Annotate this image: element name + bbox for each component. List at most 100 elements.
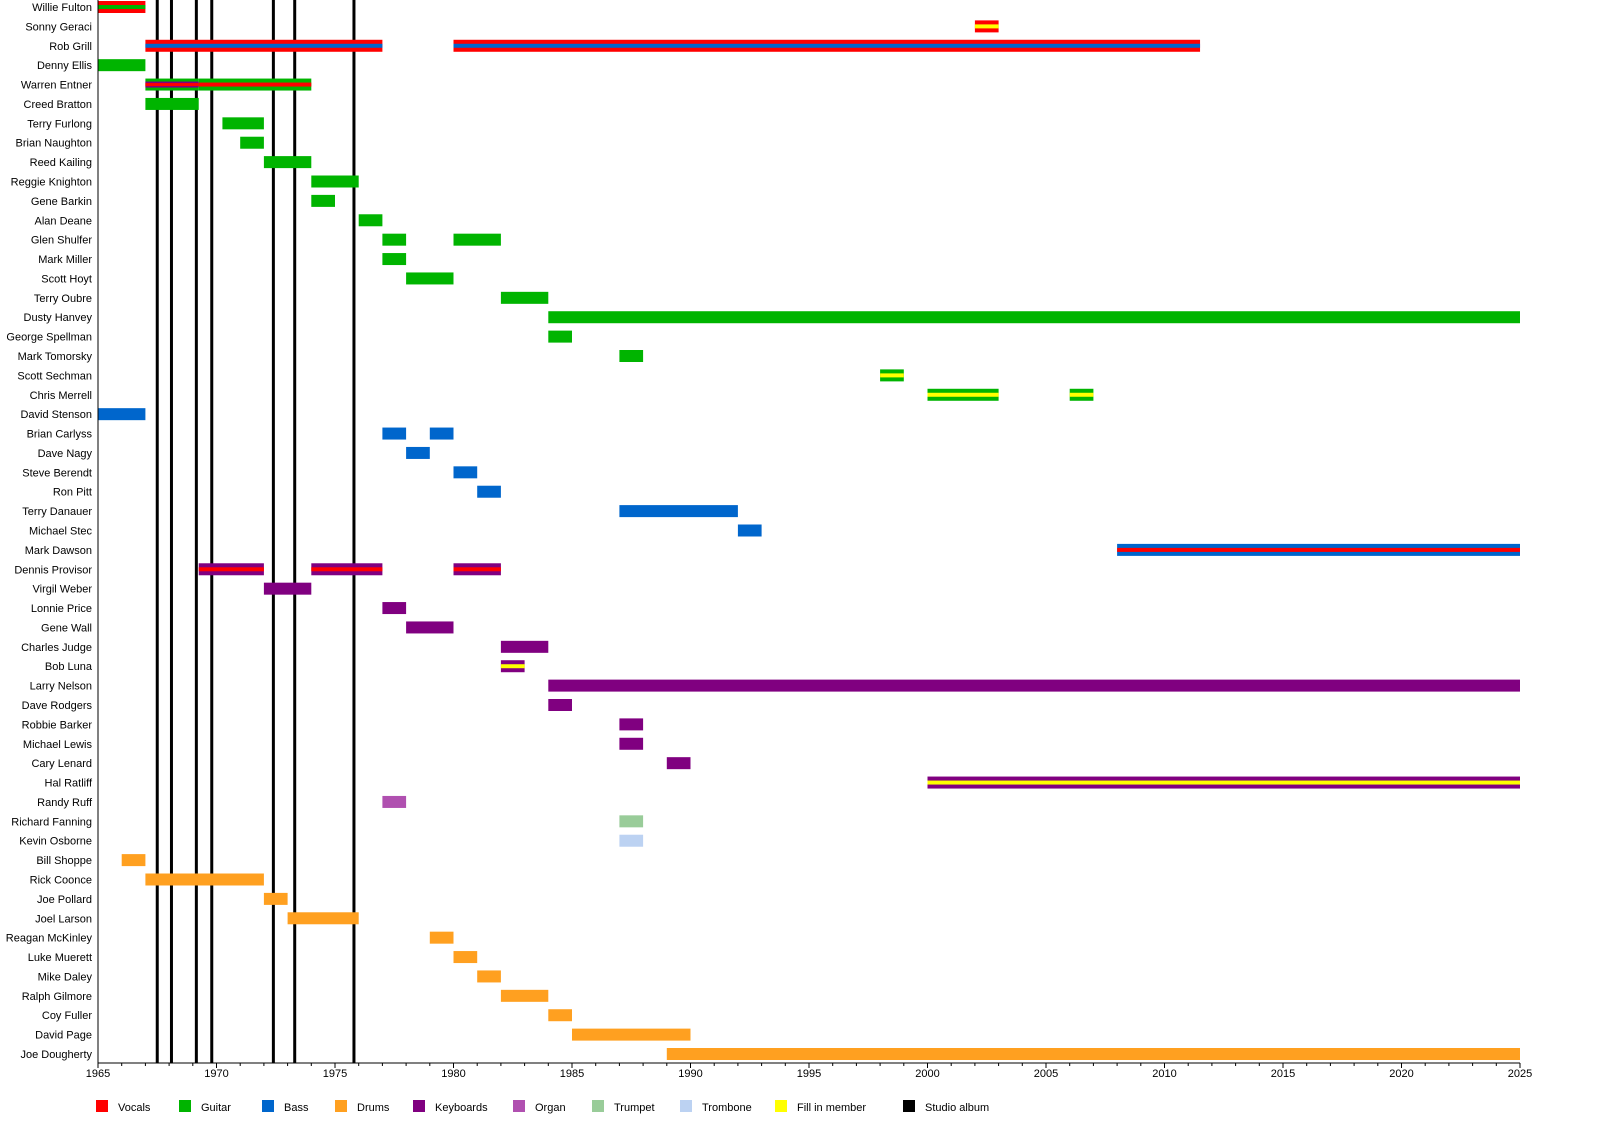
member-name: Chris Merrell	[30, 390, 92, 402]
legend-label: Vocals	[118, 1102, 151, 1114]
member-name: Scott Sechman	[17, 370, 92, 382]
member-bar-guitar	[382, 253, 407, 266]
member-bar-vocals	[145, 83, 199, 87]
member-bar-drums	[548, 1009, 572, 1022]
member-bar-bass	[406, 446, 430, 459]
member-name: Ralph Gilmore	[22, 991, 92, 1003]
member-bar-keyboards	[666, 757, 691, 770]
member-bar-keyboards	[619, 718, 644, 731]
member-name: Mark Dawson	[25, 545, 92, 557]
legend: Vocals Guitar Bass Drums Keyboards Organ Trump…	[96, 1100, 989, 1114]
member-bar-guitar	[311, 194, 335, 207]
member-bar-fill-in-member	[500, 664, 525, 669]
member-name: Rick Coonce	[30, 875, 92, 887]
member-name: Steve Berendt	[22, 467, 92, 479]
x-tick-label: 2005	[1034, 1068, 1058, 1080]
member-bar-bass	[737, 524, 762, 537]
member-bar-organ	[382, 795, 407, 808]
x-tick-label: 2020	[1389, 1068, 1413, 1080]
member-name: Luke Muerett	[28, 952, 92, 964]
member-bar-vocals	[311, 567, 383, 572]
x-tick-label: 1975	[323, 1068, 347, 1080]
member-bar-drums	[477, 970, 501, 983]
member-bar-drums	[453, 951, 478, 964]
member-name: Joel Larson	[35, 913, 92, 925]
member-bar-keyboards	[382, 602, 407, 615]
member-name: David Page	[35, 1030, 92, 1042]
member-bar-keyboards	[500, 640, 549, 653]
member-bar-guitar	[500, 291, 549, 304]
member-name: Reggie Knighton	[11, 177, 92, 189]
legend-swatch	[592, 1100, 604, 1112]
member-bar-guitar	[145, 97, 199, 110]
member-labels: Willie Fulton Sonny Geraci Rob Grill Denny …	[6, 2, 93, 1061]
member-bar-bass	[453, 466, 478, 479]
member-name: Gene Wall	[41, 622, 92, 634]
x-tick-label: 1995	[797, 1068, 821, 1080]
member-name: Dave Nagy	[38, 448, 93, 460]
studio-album-lines	[155, 0, 356, 1063]
member-name: Terry Oubre	[34, 293, 92, 305]
member-name: David Stenson	[20, 409, 92, 421]
member-name: Dave Rodgers	[22, 700, 93, 712]
member-name: Terry Furlong	[27, 118, 92, 130]
legend-label: Drums	[357, 1102, 390, 1114]
member-bar-keyboards	[548, 679, 1520, 692]
legend-label: Trumpet	[614, 1102, 655, 1114]
member-bar-vocals	[1117, 547, 1520, 552]
legend-swatch	[413, 1100, 425, 1112]
member-bar-drums	[666, 1048, 1520, 1060]
member-name: Ron Pitt	[53, 487, 92, 499]
legend-label: Trombone	[702, 1102, 752, 1114]
legend-swatch	[96, 1100, 108, 1112]
legend-swatch	[903, 1100, 915, 1112]
member-name: Sonny Geraci	[25, 21, 92, 33]
member-bar-trombone	[619, 834, 644, 847]
member-name: Reagan McKinley	[6, 933, 93, 945]
member-name: George Spellman	[6, 332, 92, 344]
member-bar-vocals	[198, 567, 264, 572]
member-bar-fill-in-member	[1069, 392, 1094, 397]
x-axis: 1965 1970 1975 1980 1985 1990 1995 2000 2005 2010…	[86, 0, 1532, 1080]
member-name: Lonnie Price	[31, 603, 92, 615]
member-bar-guitar	[619, 350, 644, 362]
member-bar-guitar	[453, 233, 501, 246]
member-name: Rob Grill	[49, 41, 92, 53]
member-name: Terry Danauer	[22, 506, 92, 518]
member-bar-bass	[477, 485, 501, 498]
x-tick-label: 1985	[560, 1068, 584, 1080]
x-tick-label: 1970	[204, 1068, 228, 1080]
member-bar-guitar	[358, 214, 383, 227]
member-name: Dusty Hanvey	[24, 312, 93, 324]
member-bar-fill-in-member	[927, 780, 1520, 785]
member-name: Cary Lenard	[31, 758, 92, 770]
x-tick-label: 2010	[1152, 1068, 1176, 1080]
member-bar-guitar	[263, 156, 312, 169]
member-bar-drums	[500, 989, 549, 1002]
member-bar-guitar	[311, 175, 359, 188]
member-name: Mark Tomorsky	[18, 351, 93, 363]
member-name: Michael Stec	[29, 526, 92, 538]
x-tick-label: 2015	[1271, 1068, 1295, 1080]
member-name: Virgil Weber	[32, 584, 92, 596]
member-name: Randy Ruff	[37, 797, 93, 809]
member-bar-drums	[121, 854, 146, 867]
legend-swatch	[513, 1100, 525, 1112]
x-tick-label: 1980	[441, 1068, 465, 1080]
member-bar-keyboards	[263, 582, 312, 595]
x-tick-label: 1965	[86, 1068, 110, 1080]
member-bar-guitar	[98, 5, 146, 9]
member-name: Charles Judge	[21, 642, 92, 654]
member-bar-fill-in-member	[927, 392, 999, 397]
member-bar-fill-in-member	[974, 24, 999, 29]
member-bars	[98, 1, 1520, 1060]
member-bar-bass	[453, 43, 1201, 48]
member-bar-guitar	[406, 272, 454, 285]
legend-label: Studio album	[925, 1102, 989, 1114]
member-name: Reed Kailing	[30, 157, 92, 169]
member-bar-drums	[145, 873, 264, 886]
member-bar-bass	[145, 43, 383, 48]
member-name: Bill Shoppe	[36, 855, 92, 867]
member-name: Robbie Barker	[22, 719, 93, 731]
member-bar-vocals	[453, 567, 501, 572]
